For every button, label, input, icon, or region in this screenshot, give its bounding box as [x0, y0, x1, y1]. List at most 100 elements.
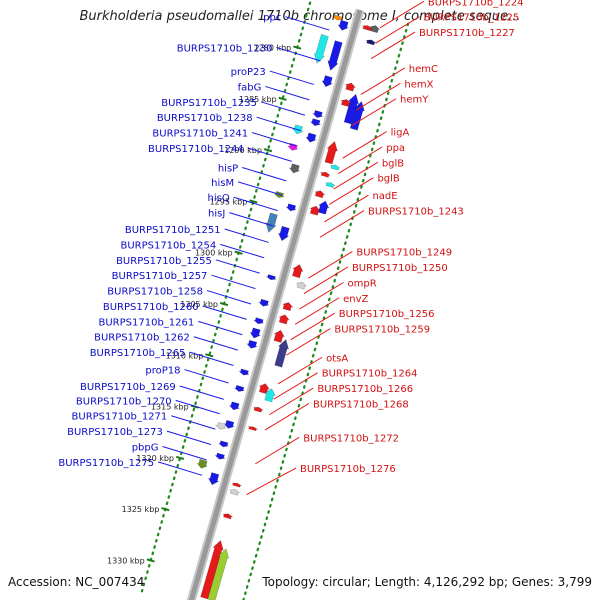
leader-line [290, 312, 336, 341]
gene-label-right: ppa [386, 143, 405, 154]
leader-line [233, 196, 278, 212]
leader-line [202, 305, 247, 320]
gene-forward [337, 19, 350, 31]
gene-label-left: BURPS1710b_1241 [152, 129, 248, 140]
gene-label-left: BURPS1710b_1273 [67, 427, 163, 438]
tick-mark [293, 45, 302, 50]
gene-forward [313, 34, 329, 64]
tick-mark [219, 301, 229, 307]
tick-label: 1320 kbp [136, 454, 174, 463]
gene-reverse [344, 82, 357, 92]
gene-label-left: BURPS1710b_1269 [80, 382, 176, 393]
tick-mark [249, 199, 258, 204]
leader-line [179, 385, 224, 400]
gene-forward [253, 317, 264, 325]
gene-label-right: bglB [382, 158, 404, 169]
gene-forward [214, 421, 227, 430]
gene-reverse [340, 99, 352, 107]
leader-line [356, 82, 401, 111]
gene-forward [214, 452, 226, 460]
leader-line [303, 266, 349, 295]
leader-line [324, 194, 369, 223]
gene-reverse [362, 25, 373, 32]
leader-line [198, 320, 243, 336]
label-layer: ppc BURPS1710b_1230 proP23 fabG BURPS1710b_1… [58, 0, 524, 496]
gene-label-left: hisP [218, 163, 238, 174]
gene-forward [223, 419, 236, 429]
gene-reverse [273, 329, 285, 343]
gene-label-right: BURPS1710b_1227 [419, 28, 515, 39]
leader-line [255, 436, 300, 465]
leader-line [370, 31, 416, 60]
leader-line [206, 290, 252, 305]
leader-line [260, 101, 306, 116]
gene-label-right: envZ [343, 294, 368, 305]
leader-line [379, 0, 425, 29]
leader-line [264, 402, 310, 431]
gene-label-right: ligA [391, 128, 410, 139]
gene-forward [234, 384, 245, 392]
leader-line [193, 336, 239, 351]
tick-track-right [242, 22, 410, 600]
gene-forward [277, 225, 290, 242]
gene-forward [266, 274, 277, 281]
tick-label: 1315 kbp [151, 403, 189, 412]
gene-label-left: hisQ [208, 193, 230, 204]
gene-label-left: BURPS1710b_1254 [120, 240, 216, 251]
leader-line [175, 399, 220, 415]
gene-forward [207, 472, 220, 486]
tick-label: 1310 kbp [166, 351, 204, 360]
gene-forward [311, 110, 323, 118]
gene-reverse [320, 171, 331, 178]
tick-track-left [140, 0, 313, 593]
leader-line [337, 146, 383, 174]
gene-label-left: BURPS1710b_1262 [94, 333, 190, 344]
gene-reverse [231, 482, 242, 488]
leader-line [329, 177, 374, 205]
gene-reverse [274, 338, 290, 368]
gene-label-right: BURPS1710b_1224 [428, 0, 524, 8]
gene-label-left: ppc [263, 13, 281, 24]
tick-mark [278, 96, 287, 101]
leader-line [294, 297, 340, 325]
gene-forward [305, 132, 318, 143]
tick-label: 1280 kbp [254, 44, 292, 53]
gene-label-right: BURPS1710b_1272 [303, 433, 399, 444]
leader-line [211, 274, 256, 290]
gene-reverse [330, 164, 341, 171]
leader-line [269, 70, 314, 85]
gene-forward [246, 339, 259, 349]
gene-forward [332, 14, 343, 21]
gene-label-left: BURPS1710b_1257 [112, 271, 208, 282]
leader-line [286, 328, 331, 356]
gene-label-right: ompR [348, 278, 377, 289]
gene-reverse [309, 205, 321, 216]
leader-line [215, 259, 260, 274]
leader-line [265, 85, 310, 101]
tick-mark [205, 353, 214, 358]
gene-label-right: hemC [409, 64, 438, 75]
leader-line [157, 461, 203, 476]
gene-label-left: hisM [211, 178, 234, 189]
leader-line [269, 387, 314, 416]
tick-mark [263, 148, 273, 153]
leader-line [277, 356, 323, 385]
leader-line [360, 67, 406, 95]
gene-label-left: proP23 [231, 67, 266, 78]
gene-label-left: BURPS1710b_1258 [107, 287, 203, 298]
tick-label: 1305 kbp [180, 300, 218, 309]
leader-line [162, 446, 207, 461]
gene-forward [257, 298, 270, 307]
gene-reverse [222, 513, 233, 520]
gene-reverse [264, 388, 276, 403]
gene-reverse [247, 426, 258, 432]
gene-label-right: BURPS1710b_1264 [322, 369, 418, 380]
leader-line [184, 369, 229, 384]
gene-label-left: BURPS1710b_1271 [72, 412, 168, 423]
gene-forward [249, 327, 262, 339]
accession-text: Accession: NC_007434 [8, 575, 145, 589]
leader-line [166, 430, 212, 446]
backbone-line [188, 9, 363, 600]
tick-label: 1285 kbp [239, 95, 277, 104]
leader-line [319, 210, 365, 238]
